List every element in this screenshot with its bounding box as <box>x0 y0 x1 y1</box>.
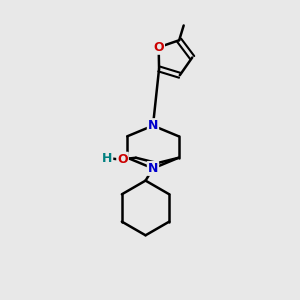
Text: H: H <box>102 152 112 165</box>
Text: O: O <box>153 41 164 54</box>
Text: N: N <box>148 119 158 132</box>
Text: N: N <box>148 162 158 175</box>
Text: O: O <box>117 153 128 166</box>
